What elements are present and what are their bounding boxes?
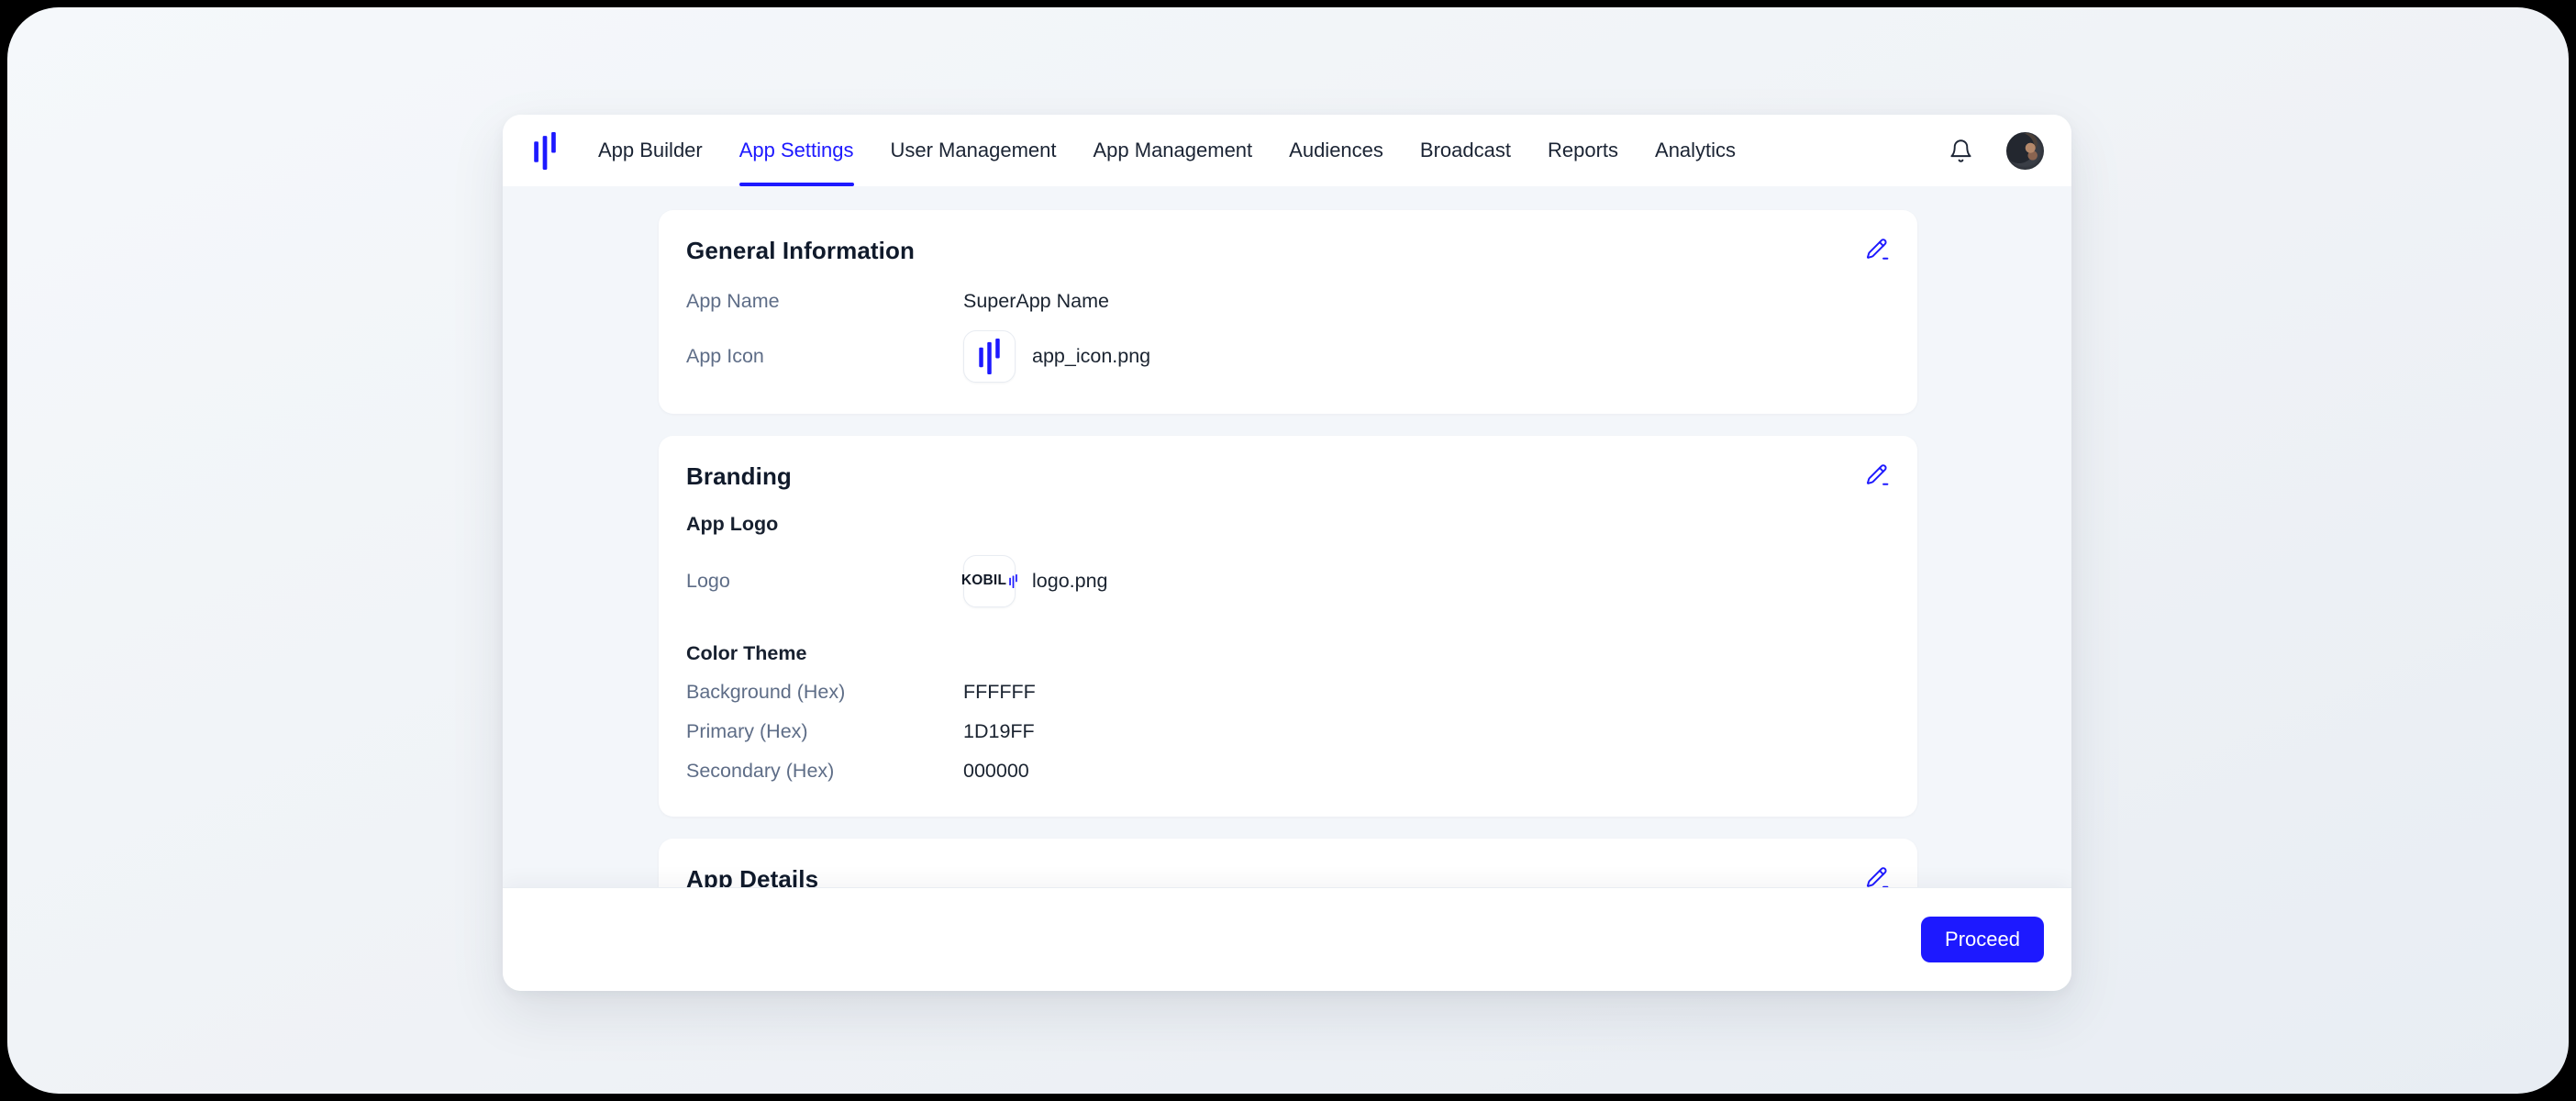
brand-logo-icon[interactable] (534, 131, 556, 170)
logo-row: Logo KOBIL log (686, 549, 1890, 613)
nav-item-analytics[interactable]: Analytics (1655, 139, 1737, 161)
logo-label: Logo (686, 569, 730, 592)
primary-hex-value: 1D19FF (963, 720, 1035, 742)
background-hex-value: FFFFFF (963, 681, 1036, 703)
background-hex-label: Background (Hex) (686, 681, 846, 703)
general-information-card: General Information App Name SuperApp Na… (659, 210, 1917, 414)
logo-mark-text: KOBIL (960, 573, 1007, 588)
nav-item-audiences[interactable]: Audiences (1289, 139, 1383, 161)
nav-item-user-management[interactable]: User Management (890, 139, 1057, 161)
app-details-title: App Details (686, 865, 819, 887)
edit-branding-icon[interactable] (1866, 463, 1890, 487)
app-icon-label: App Icon (686, 344, 764, 367)
app-icon-filename: app_icon.png (1032, 344, 1151, 367)
navbar-right-cluster (1949, 131, 2044, 170)
nav-item-broadcast[interactable]: Broadcast (1419, 139, 1511, 161)
branding-card: Branding App Logo Logo (659, 436, 1917, 817)
user-avatar[interactable] (2006, 131, 2044, 170)
app-name-label: App Name (686, 289, 780, 312)
app-name-value: SuperApp Name (963, 289, 1109, 312)
branding-title: Branding (686, 462, 792, 490)
general-information-title: General Information (686, 237, 915, 264)
logo-preview: KOBIL (960, 554, 1017, 607)
logo-filename: logo.png (1032, 569, 1108, 592)
background-hex-row: Background (Hex) FFFFFF (686, 673, 1890, 712)
logo-mark-bars-icon (1009, 573, 1017, 588)
footer-bar: Proceed (503, 887, 2071, 991)
primary-hex-row: Primary (Hex) 1D19FF (686, 712, 1890, 751)
main-nav: App Builder App Settings User Management… (598, 115, 1736, 186)
nav-item-app-management[interactable]: App Management (1093, 139, 1253, 161)
primary-hex-label: Primary (Hex) (686, 720, 808, 742)
app-logo-heading: App Logo (686, 513, 779, 535)
content-area: General Information App Name SuperApp Na… (503, 186, 2071, 887)
proceed-button[interactable]: Proceed (1921, 917, 2044, 962)
app-icon-row: App Icon app_icon.png (686, 324, 1890, 388)
secondary-hex-label: Secondary (Hex) (686, 760, 835, 782)
app-icon-preview (963, 329, 1016, 383)
nav-item-app-settings[interactable]: App Settings (738, 115, 854, 186)
secondary-hex-row: Secondary (Hex) 000000 (686, 751, 1890, 791)
top-navbar: App Builder App Settings User Management… (503, 115, 2071, 186)
nav-item-reports[interactable]: Reports (1547, 139, 1619, 161)
app-window: App Builder App Settings User Management… (7, 7, 2569, 1094)
app-name-row: App Name SuperApp Name (686, 282, 1890, 320)
edit-app-details-icon[interactable] (1866, 866, 1890, 887)
color-theme-heading: Color Theme (686, 642, 807, 664)
app-details-card: App Details (659, 839, 1917, 887)
app-shell: App Builder App Settings User Management… (503, 115, 2071, 991)
nav-item-app-builder[interactable]: App Builder (598, 139, 703, 161)
secondary-hex-value: 000000 (963, 760, 1029, 782)
notification-bell-icon[interactable] (1949, 139, 1973, 163)
edit-general-information-icon[interactable] (1866, 238, 1890, 261)
